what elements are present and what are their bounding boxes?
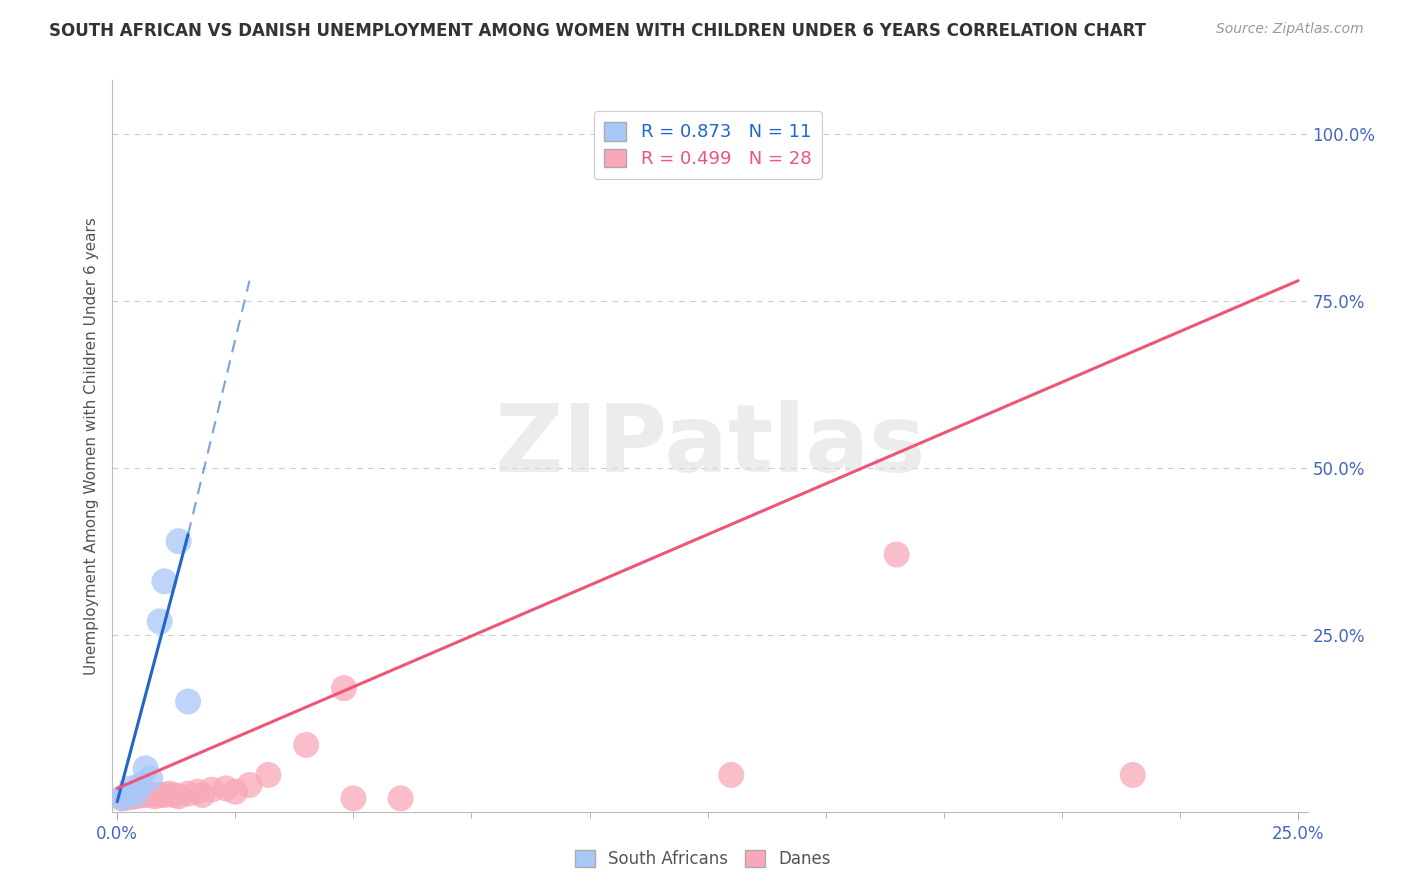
Point [191,788,214,802]
Point [720,768,742,782]
Point [139,788,162,802]
Point [129,788,152,802]
Point [201,782,224,797]
Text: Source: ZipAtlas.com: Source: ZipAtlas.com [1216,22,1364,37]
Point [120,781,142,796]
Point [333,681,356,695]
Point [1122,768,1144,782]
Point [177,694,200,708]
Point [115,788,138,802]
Point [120,790,142,805]
Point [157,787,180,801]
Point [129,778,152,792]
Point [886,548,908,562]
Point [295,738,318,752]
Point [149,615,172,629]
Text: SOUTH AFRICAN VS DANISH UNEMPLOYMENT AMONG WOMEN WITH CHILDREN UNDER 6 YEARS COR: SOUTH AFRICAN VS DANISH UNEMPLOYMENT AMO… [49,22,1146,40]
Point [224,785,246,799]
Legend: R = 0.873   N = 11, R = 0.499   N = 28: R = 0.873 N = 11, R = 0.499 N = 28 [593,112,823,178]
Point [125,789,148,804]
Point [143,789,166,804]
Point [177,787,200,801]
Point [167,534,190,549]
Y-axis label: Unemployment Among Women with Children Under 6 years: Unemployment Among Women with Children U… [83,217,98,675]
Text: ZIPatlas: ZIPatlas [495,400,925,492]
Point [342,791,364,805]
Point [111,791,134,805]
Point [125,787,148,801]
Point [149,788,172,802]
Point [389,791,412,805]
Point [153,574,176,589]
Point [186,785,208,799]
Point [257,768,280,782]
Point [167,789,190,804]
Point [139,772,162,786]
Point [163,788,186,802]
Point [135,761,157,775]
Point [115,790,138,805]
Legend: South Africans, Danes: South Africans, Danes [568,843,838,875]
Point [215,781,238,796]
Point [135,788,157,802]
Point [153,788,176,802]
Point [111,791,134,805]
Point [238,778,260,792]
